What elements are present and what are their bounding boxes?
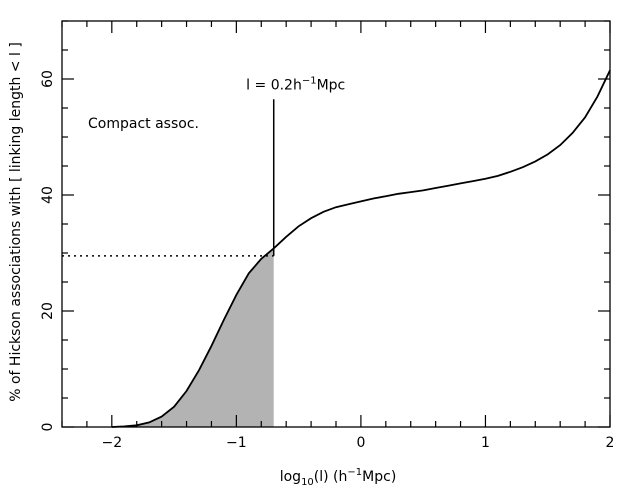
compact-shaded-region <box>111 248 274 427</box>
x-tick-label: −1 <box>226 435 247 451</box>
threshold-label: l = 0.2h−1Mpc <box>246 75 345 93</box>
y-tick-label: 0 <box>40 423 56 432</box>
compact-assoc-label: Compact assoc. <box>88 116 199 132</box>
y-tick-label: 40 <box>40 186 56 204</box>
y-axis-label: % of Hickson associations with [ linking… <box>8 42 24 402</box>
y-tick-label: 60 <box>40 70 56 88</box>
x-tick-label: 2 <box>606 435 615 451</box>
x-tick-label: −2 <box>101 435 122 451</box>
axis-ticks <box>61 20 611 428</box>
x-axis-label: log10(l) (h−1Mpc) <box>280 467 397 487</box>
y-tick-label: 20 <box>40 302 56 320</box>
x-tick-label: 0 <box>356 435 365 451</box>
x-tick-label: 1 <box>481 435 490 451</box>
cumulative-curve-series <box>111 69 611 428</box>
